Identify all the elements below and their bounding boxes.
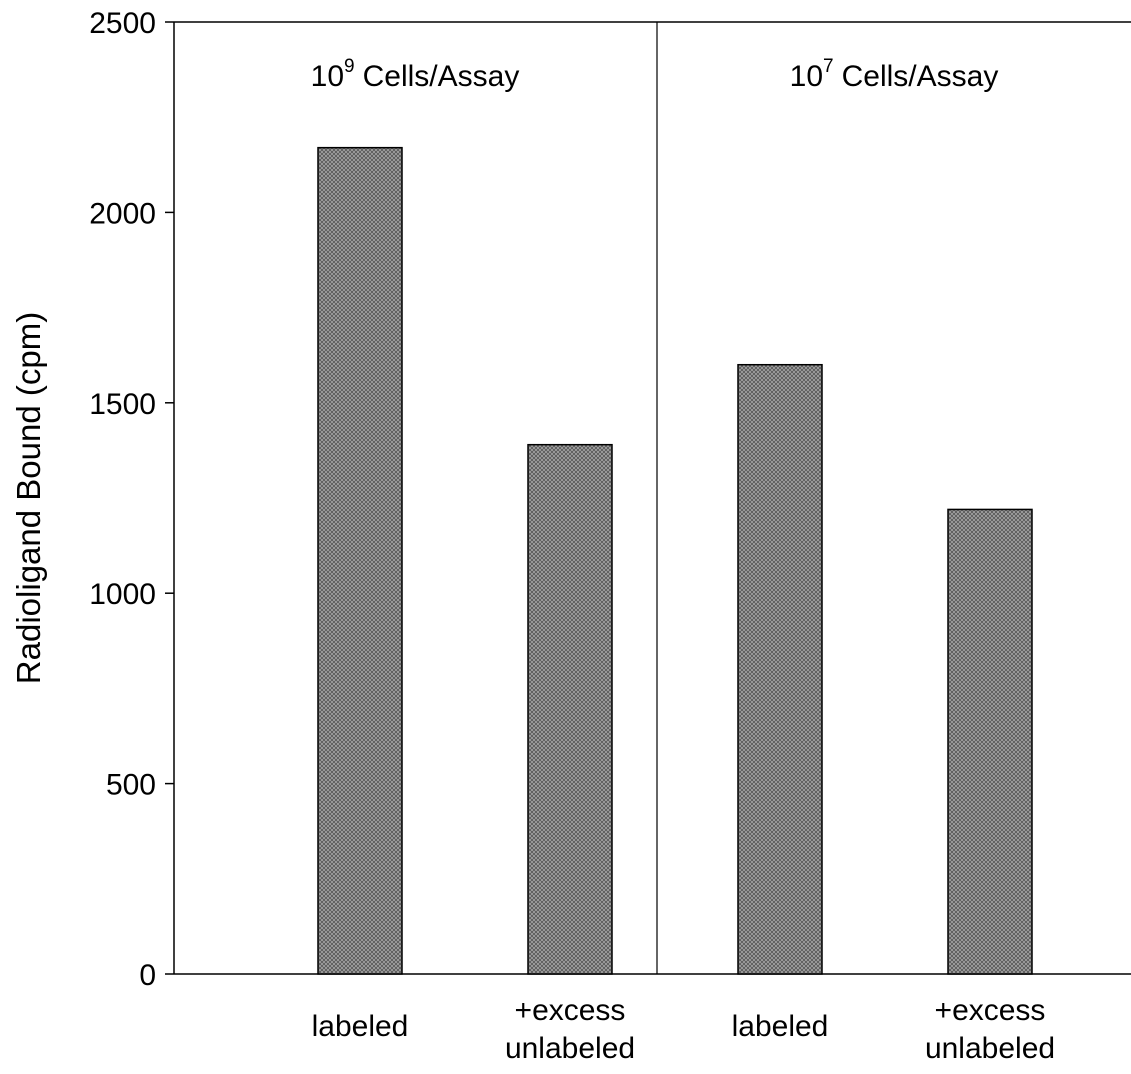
x-tick-label: unlabeled bbox=[505, 1032, 635, 1065]
y-axis-label: Radioligand Bound (cpm) bbox=[10, 312, 47, 684]
bar bbox=[527, 443, 613, 975]
y-tick-label: 1000 bbox=[89, 578, 156, 611]
y-tick-label: 0 bbox=[139, 959, 156, 992]
x-tick-label: +excess bbox=[935, 994, 1046, 1027]
x-tick-label: labeled bbox=[732, 1010, 829, 1043]
panel-label-text: Cells/Assay bbox=[842, 60, 999, 93]
x-tick-label: +excess bbox=[515, 994, 626, 1027]
x-tick-label: unlabeled bbox=[925, 1032, 1055, 1065]
y-tick-label: 1500 bbox=[89, 388, 156, 421]
bar bbox=[947, 508, 1033, 975]
y-tick-label: 500 bbox=[106, 769, 156, 802]
panel-label-exponent: 9 bbox=[344, 56, 355, 77]
bar bbox=[317, 146, 403, 975]
y-tick-label: 2500 bbox=[89, 7, 156, 40]
x-tick-label: labeled bbox=[312, 1010, 409, 1043]
y-tick-label: 2000 bbox=[89, 197, 156, 230]
panel-label: 109 Cells/Assay bbox=[311, 56, 520, 93]
bar bbox=[737, 363, 823, 975]
panel-label-text: Cells/Assay bbox=[363, 60, 520, 93]
panel-label-exponent: 7 bbox=[823, 56, 834, 77]
panel-label-base: 10 bbox=[790, 60, 823, 93]
panel-label-base: 10 bbox=[311, 60, 344, 93]
panel-label: 107 Cells/Assay bbox=[790, 56, 999, 93]
